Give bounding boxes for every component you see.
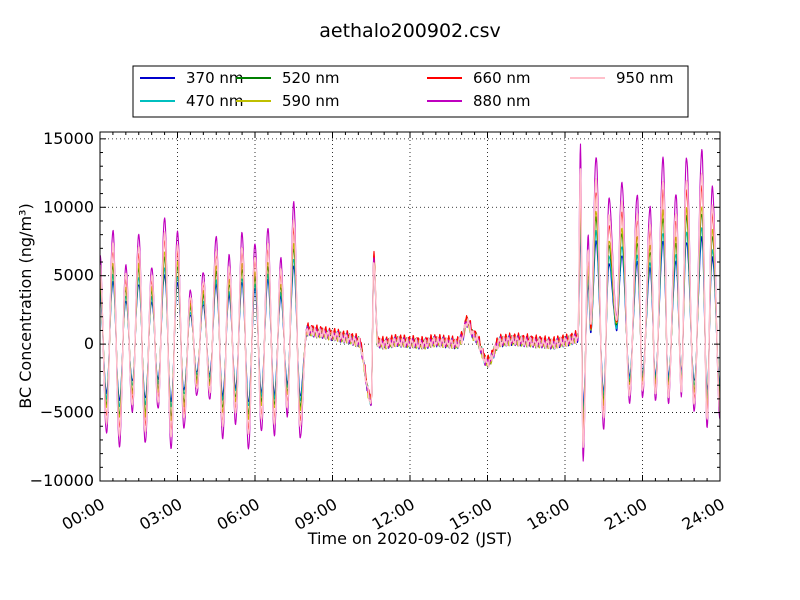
x-tick-label: 15:00: [446, 494, 495, 534]
legend-label: 370 nm: [186, 69, 244, 87]
legend-entry: 660 nm: [427, 69, 531, 87]
x-tick-label: 06:00: [214, 494, 263, 534]
legend-label: 880 nm: [473, 92, 531, 110]
x-tick-label: 18:00: [524, 494, 573, 534]
x-tick-label: 03:00: [136, 494, 185, 534]
x-tick-label: 21:00: [601, 494, 650, 534]
y-axis-label: BC Concentration (ng/m³): [16, 203, 35, 408]
y-tick-label: 10000: [43, 197, 94, 216]
legend-label: 520 nm: [282, 69, 340, 87]
y-tick-label: 5000: [53, 266, 94, 285]
series-line: [99, 168, 721, 448]
legend-entry: 470 nm: [140, 92, 244, 110]
legend-label: 470 nm: [186, 92, 244, 110]
y-tick-label: 15000: [43, 129, 94, 148]
legend-entry: 370 nm: [140, 69, 244, 87]
plot-frame-bg: [100, 132, 720, 481]
chart-title: aethalo200902.csv: [319, 20, 501, 42]
legend-label: 950 nm: [616, 69, 674, 87]
legend-entry: 520 nm: [236, 69, 340, 87]
legend-box: [132, 65, 689, 118]
x-tick-label: 24:00: [679, 494, 728, 534]
legend-entry: 880 nm: [427, 92, 531, 110]
legend-label: 590 nm: [282, 92, 340, 110]
legend-entry: 590 nm: [236, 92, 340, 110]
y-tick-label: 0: [84, 334, 94, 353]
legend-label: 660 nm: [473, 69, 531, 87]
plot-area: [99, 131, 721, 482]
x-tick-label: 09:00: [291, 494, 340, 534]
y-tick-label: −5000: [40, 403, 94, 422]
x-tick-label: 00:00: [59, 494, 108, 534]
y-tick-label: −10000: [30, 471, 94, 490]
legend: 370 nm 470 nm 520 nm 590 nm 660 nm 880 nm 950 …: [132, 65, 689, 118]
x-tick-label: 12:00: [369, 494, 418, 534]
x-axis-label: Time on 2020-09-02 (JST): [307, 529, 512, 548]
legend-entry: 950 nm: [570, 69, 674, 87]
